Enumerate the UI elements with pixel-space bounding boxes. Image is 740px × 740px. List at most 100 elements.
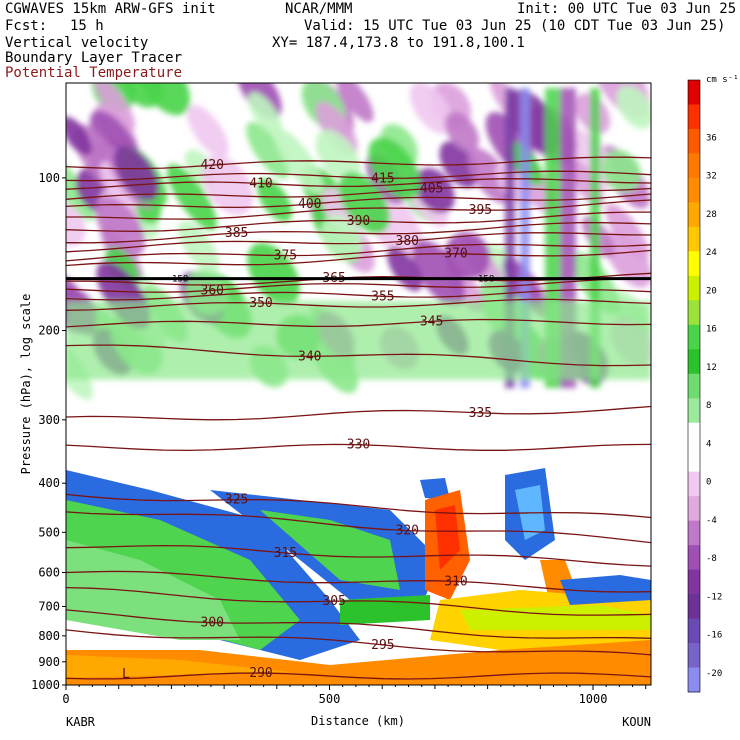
y-tick-label: 300 bbox=[38, 413, 60, 427]
isentrope-label: 375 bbox=[274, 249, 297, 264]
isentrope-line bbox=[66, 278, 651, 293]
isentrope-line bbox=[66, 193, 651, 209]
colorbar-frame bbox=[687, 79, 701, 693]
fcst-label: Fcst: bbox=[5, 18, 48, 34]
y-tick-label: 400 bbox=[38, 476, 60, 490]
colorbar-swatch bbox=[688, 226, 700, 252]
colorbar-swatch bbox=[688, 80, 700, 105]
colorbar-tick-label: 12 bbox=[706, 363, 717, 373]
field-potential-temperature: Potential Temperature bbox=[5, 65, 183, 81]
y-tick-label: 100 bbox=[38, 171, 60, 185]
plot-frame bbox=[65, 82, 652, 686]
colorbar-swatch bbox=[688, 618, 700, 644]
colorbar-tick-label: 32 bbox=[706, 172, 717, 182]
field-vertical-velocity: Vertical velocity bbox=[5, 35, 149, 51]
x-tick-label: 0 bbox=[62, 692, 69, 706]
isentrope-line bbox=[66, 511, 651, 544]
isentrope-line bbox=[66, 211, 651, 232]
isentrope-label: 385 bbox=[225, 226, 248, 241]
tropopause-label: 158 bbox=[478, 275, 494, 285]
x-start-station: KABR bbox=[66, 715, 96, 729]
colorbar-swatch bbox=[688, 569, 700, 595]
isentrope-line bbox=[66, 344, 651, 367]
colorbar: 36 32 28 24 20 16 12 8 4 0 -4 -8 -12 -16 -20 bbox=[687, 79, 722, 693]
tropopause-label: 158 bbox=[172, 275, 188, 285]
colorbar-tick-label: -8 bbox=[706, 554, 717, 564]
colorbar-tick-label: 36 bbox=[706, 133, 717, 143]
isentrope-line bbox=[66, 609, 651, 639]
colorbar-swatch bbox=[688, 471, 700, 497]
x-tick-label: 500 bbox=[319, 692, 341, 706]
colorbar-swatch bbox=[688, 545, 700, 571]
potential-temperature-contours bbox=[66, 156, 651, 680]
isentrope-label: 335 bbox=[469, 406, 492, 421]
colorbar-tick-label: 8 bbox=[706, 401, 711, 411]
colorbar-swatch bbox=[688, 324, 700, 350]
colorbar-tick-label: 24 bbox=[706, 248, 717, 258]
y-tick-label: 500 bbox=[38, 525, 60, 539]
isentrope-line bbox=[66, 672, 651, 680]
y-tick-label: 1000 bbox=[31, 678, 60, 692]
isentrope-label: 410 bbox=[249, 177, 272, 192]
field-boundary-layer-tracer: Boundary Layer Tracer bbox=[5, 50, 183, 66]
isentrope-line bbox=[66, 629, 651, 656]
colorbar-swatch bbox=[688, 202, 700, 228]
isentrope-label: 330 bbox=[347, 438, 370, 453]
x-end-station: KOUN bbox=[622, 715, 651, 729]
colorbar-swatch bbox=[688, 594, 700, 620]
colorbar-swatch bbox=[688, 153, 700, 179]
colorbar-tick-label: 28 bbox=[706, 210, 717, 220]
x-axis-label: Distance (km) bbox=[311, 714, 405, 728]
colorbar-tick-label: -16 bbox=[706, 631, 722, 641]
isentrope-label: 350 bbox=[249, 296, 272, 311]
colorbar-swatch bbox=[688, 349, 700, 375]
isentrope-label: 390 bbox=[347, 214, 370, 229]
y-axis-label: Pressure (hPa), log scale bbox=[19, 294, 33, 475]
y-tick-label: 800 bbox=[38, 629, 60, 643]
isentrope-label: 345 bbox=[420, 314, 443, 329]
fcst-value: 15 h bbox=[70, 18, 104, 34]
isentrope-label: 315 bbox=[274, 546, 297, 561]
isentrope-label: 320 bbox=[396, 524, 419, 539]
isentrope-line bbox=[66, 232, 651, 253]
isentrope-label: 325 bbox=[225, 493, 248, 508]
y-tick-label: 200 bbox=[38, 324, 60, 338]
isentrope-label: 400 bbox=[298, 197, 321, 212]
surface-low-label: L bbox=[122, 667, 130, 682]
isentrope-line bbox=[66, 186, 651, 200]
colorbar-swatch bbox=[688, 373, 700, 399]
colorbar-tick-label: 20 bbox=[706, 286, 717, 296]
isentrope-label: 340 bbox=[298, 349, 321, 364]
colorbar-unit: cm s⁻¹ bbox=[706, 75, 739, 85]
colorbar-swatch bbox=[688, 104, 700, 130]
isentrope-line bbox=[66, 544, 651, 567]
org-label: NCAR/MMM bbox=[285, 1, 353, 17]
colorbar-tick-label: -4 bbox=[706, 516, 717, 526]
isentrope-line bbox=[66, 443, 651, 452]
isentrope-line bbox=[66, 156, 651, 170]
xy-label: XY= 187.4,173.8 to 191.8,100.1 bbox=[272, 35, 525, 51]
isentrope-label: 415 bbox=[371, 171, 394, 186]
isentrope-label: 300 bbox=[201, 616, 224, 631]
colorbar-swatch bbox=[688, 251, 700, 277]
colorbar-tick-label: 16 bbox=[706, 325, 717, 335]
isentrope-line bbox=[66, 289, 651, 301]
colorbar-swatch bbox=[688, 300, 700, 326]
isentrope-line bbox=[66, 249, 651, 267]
isentrope-line bbox=[66, 318, 651, 328]
colorbar-swatch bbox=[688, 447, 700, 473]
colorbar-swatch bbox=[688, 520, 700, 546]
isentrope-line bbox=[66, 178, 651, 190]
colorbar-swatch bbox=[688, 422, 700, 448]
isentrope-label: 290 bbox=[249, 666, 272, 681]
isentrope-label: 420 bbox=[201, 158, 224, 173]
isentrope-line bbox=[66, 243, 651, 262]
init-label: Init: 00 UTC Tue 03 Jun 25 bbox=[517, 1, 737, 17]
colorbar-swatch bbox=[688, 275, 700, 301]
colorbar-tick-label: -20 bbox=[706, 669, 722, 679]
isentrope-label: 380 bbox=[396, 234, 419, 249]
isentrope-line bbox=[66, 170, 651, 182]
vertical-velocity-shading bbox=[66, 83, 651, 685]
